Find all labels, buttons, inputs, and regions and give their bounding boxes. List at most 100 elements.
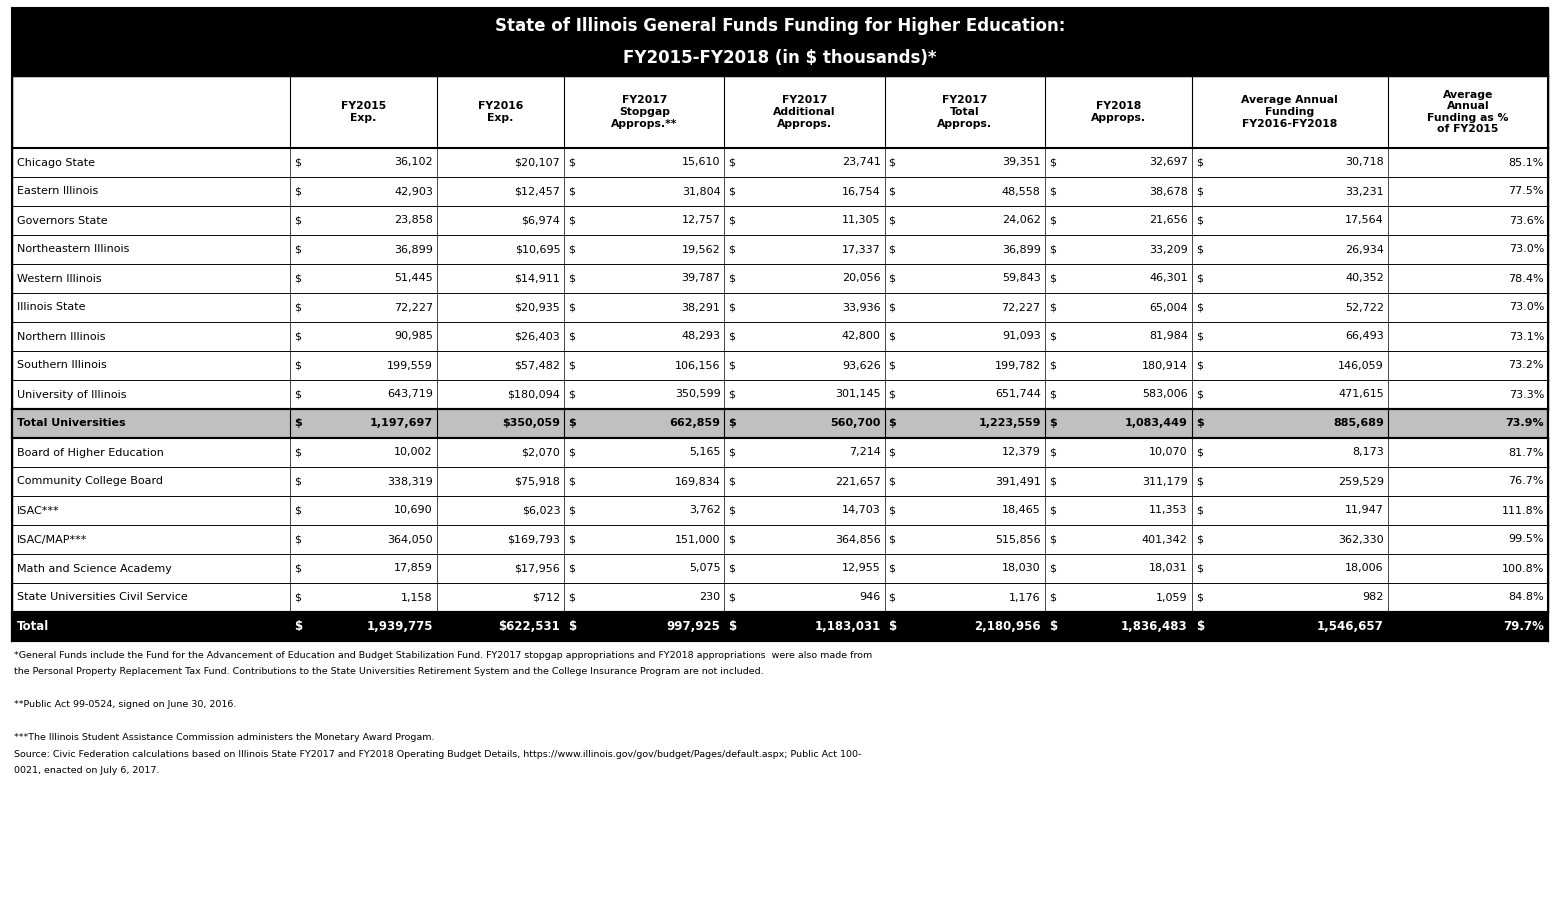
Bar: [12, 76, 1548, 148]
Text: 1,176: 1,176: [1009, 592, 1041, 602]
Text: 73.0%: 73.0%: [1509, 245, 1544, 254]
Text: $75,918: $75,918: [515, 477, 560, 487]
Text: $: $: [1048, 274, 1056, 284]
Text: $: $: [1048, 302, 1056, 312]
Text: 18,006: 18,006: [1345, 564, 1384, 574]
Text: Southern Illinois: Southern Illinois: [17, 360, 106, 371]
Text: the Personal Property Replacement Tax Fund. Contributions to the State Universit: the Personal Property Replacement Tax Fu…: [14, 667, 764, 676]
Text: $: $: [1048, 564, 1056, 574]
Text: $10,695: $10,695: [515, 245, 560, 254]
Text: 26,934: 26,934: [1345, 245, 1384, 254]
Text: $: $: [729, 505, 735, 516]
Text: $: $: [889, 592, 895, 602]
Text: State Universities Civil Service: State Universities Civil Service: [17, 592, 187, 602]
Text: FY2015
Exp.: FY2015 Exp.: [340, 102, 385, 123]
Text: $: $: [729, 245, 735, 254]
Text: $: $: [1048, 332, 1056, 342]
Text: $57,482: $57,482: [515, 360, 560, 371]
Text: 12,379: 12,379: [1002, 447, 1041, 457]
Text: 1,083,449: 1,083,449: [1125, 419, 1187, 429]
Text: $: $: [729, 477, 735, 487]
Text: 10,070: 10,070: [1150, 447, 1187, 457]
Text: 230: 230: [699, 592, 721, 602]
Text: $: $: [293, 332, 301, 342]
Bar: [12, 583, 1548, 612]
Text: $712: $712: [532, 592, 560, 602]
Text: $169,793: $169,793: [507, 534, 560, 544]
Text: 36,102: 36,102: [395, 157, 432, 167]
Text: 1,836,483: 1,836,483: [1122, 620, 1187, 633]
Text: 21,656: 21,656: [1150, 215, 1187, 225]
Text: $: $: [568, 477, 576, 487]
Bar: [12, 8, 1548, 76]
Text: 15,610: 15,610: [682, 157, 721, 167]
Text: 42,903: 42,903: [395, 187, 432, 197]
Text: 1,546,657: 1,546,657: [1317, 620, 1384, 633]
Text: 364,050: 364,050: [387, 534, 432, 544]
Text: 151,000: 151,000: [675, 534, 721, 544]
Text: $: $: [889, 332, 895, 342]
Text: $: $: [1197, 534, 1203, 544]
Text: 85.1%: 85.1%: [1509, 157, 1544, 167]
Text: 1,059: 1,059: [1156, 592, 1187, 602]
Text: University of Illinois: University of Illinois: [17, 390, 126, 399]
Text: 36,899: 36,899: [1002, 245, 1041, 254]
Text: 72,227: 72,227: [393, 302, 432, 312]
Text: 169,834: 169,834: [674, 477, 721, 487]
Text: $: $: [1048, 360, 1056, 371]
Text: 33,231: 33,231: [1345, 187, 1384, 197]
Text: $: $: [568, 505, 576, 516]
Bar: [12, 293, 1548, 322]
Text: 20,056: 20,056: [842, 274, 880, 284]
Text: 662,859: 662,859: [669, 419, 721, 429]
Text: $12,457: $12,457: [515, 187, 560, 197]
Text: 18,465: 18,465: [1002, 505, 1041, 516]
Text: $: $: [1197, 245, 1203, 254]
Text: 72,227: 72,227: [1002, 302, 1041, 312]
Text: 515,856: 515,856: [995, 534, 1041, 544]
Text: 11,305: 11,305: [842, 215, 880, 225]
Text: 39,351: 39,351: [1002, 157, 1041, 167]
Text: $: $: [729, 564, 735, 574]
Text: $: $: [568, 564, 576, 574]
Text: $: $: [293, 245, 301, 254]
Text: 40,352: 40,352: [1345, 274, 1384, 284]
Bar: [12, 177, 1548, 206]
Text: 311,179: 311,179: [1142, 477, 1187, 487]
Text: 11,947: 11,947: [1345, 505, 1384, 516]
Text: 3,762: 3,762: [688, 505, 721, 516]
Text: $: $: [568, 419, 576, 429]
Text: 259,529: 259,529: [1338, 477, 1384, 487]
Text: 5,165: 5,165: [690, 447, 721, 457]
Text: 560,700: 560,700: [830, 419, 880, 429]
Text: 99.5%: 99.5%: [1509, 534, 1544, 544]
Text: 91,093: 91,093: [1002, 332, 1041, 342]
Text: $: $: [889, 620, 897, 633]
Text: 18,030: 18,030: [1002, 564, 1041, 574]
Text: 1,183,031: 1,183,031: [814, 620, 880, 633]
Text: $: $: [293, 157, 301, 167]
Text: 199,782: 199,782: [995, 360, 1041, 371]
Text: $: $: [1048, 447, 1056, 457]
Text: $: $: [889, 187, 895, 197]
Text: $: $: [1197, 157, 1203, 167]
Text: 48,293: 48,293: [682, 332, 721, 342]
Text: $6,023: $6,023: [521, 505, 560, 516]
Text: 2,180,956: 2,180,956: [973, 620, 1041, 633]
Text: $: $: [889, 390, 895, 399]
Text: 73.9%: 73.9%: [1505, 419, 1544, 429]
Text: Chicago State: Chicago State: [17, 157, 95, 167]
Text: $: $: [568, 302, 576, 312]
Text: 362,330: 362,330: [1338, 534, 1384, 544]
Text: $: $: [729, 419, 736, 429]
Text: 946: 946: [860, 592, 880, 602]
Text: FY2016
Exp.: FY2016 Exp.: [477, 102, 523, 123]
Text: Northern Illinois: Northern Illinois: [17, 332, 106, 342]
Text: ISAC***: ISAC***: [17, 505, 59, 516]
Text: $14,911: $14,911: [515, 274, 560, 284]
Text: 33,936: 33,936: [842, 302, 880, 312]
Text: $: $: [729, 592, 735, 602]
Text: $: $: [568, 620, 577, 633]
Text: 1,158: 1,158: [401, 592, 432, 602]
Text: 997,925: 997,925: [666, 620, 721, 633]
